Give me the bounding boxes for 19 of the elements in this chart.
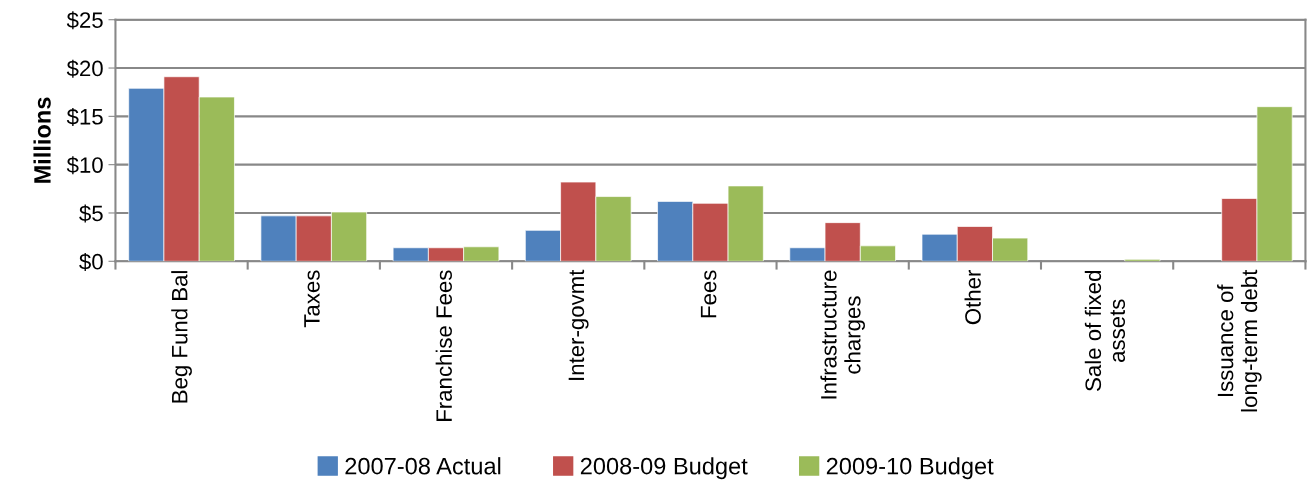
x-tick-label: Infrastructure charges	[820, 270, 865, 399]
x-tick-label: Issuance of long-term debt	[1217, 269, 1262, 412]
legend-label: 2008-09 Budget	[580, 457, 748, 480]
x-tick-label: Sale of fixed assets	[1084, 271, 1126, 391]
y-tick-label: $5	[79, 204, 103, 223]
y-tick-label: $15	[66, 107, 103, 126]
y-tick-label: $20	[66, 59, 103, 78]
legend-label: 2007-08 Actual	[345, 457, 501, 475]
legend-label: 2009-10 Budget	[826, 457, 994, 480]
y-axis-title: Millions	[33, 97, 51, 183]
x-tick-label: Beg Fund Bal	[171, 271, 192, 403]
x-tick-label: Franchise Fees	[435, 270, 452, 421]
y-tick-label: $0	[79, 252, 103, 271]
y-tick-label: $25	[66, 11, 103, 30]
x-tick-label: Fees	[700, 270, 717, 318]
x-tick-label: Other	[964, 269, 981, 325]
y-tick-label: $10	[66, 156, 103, 175]
x-tick-label: Taxes	[304, 270, 320, 328]
x-tick-label: Inter-govmt	[568, 269, 589, 380]
